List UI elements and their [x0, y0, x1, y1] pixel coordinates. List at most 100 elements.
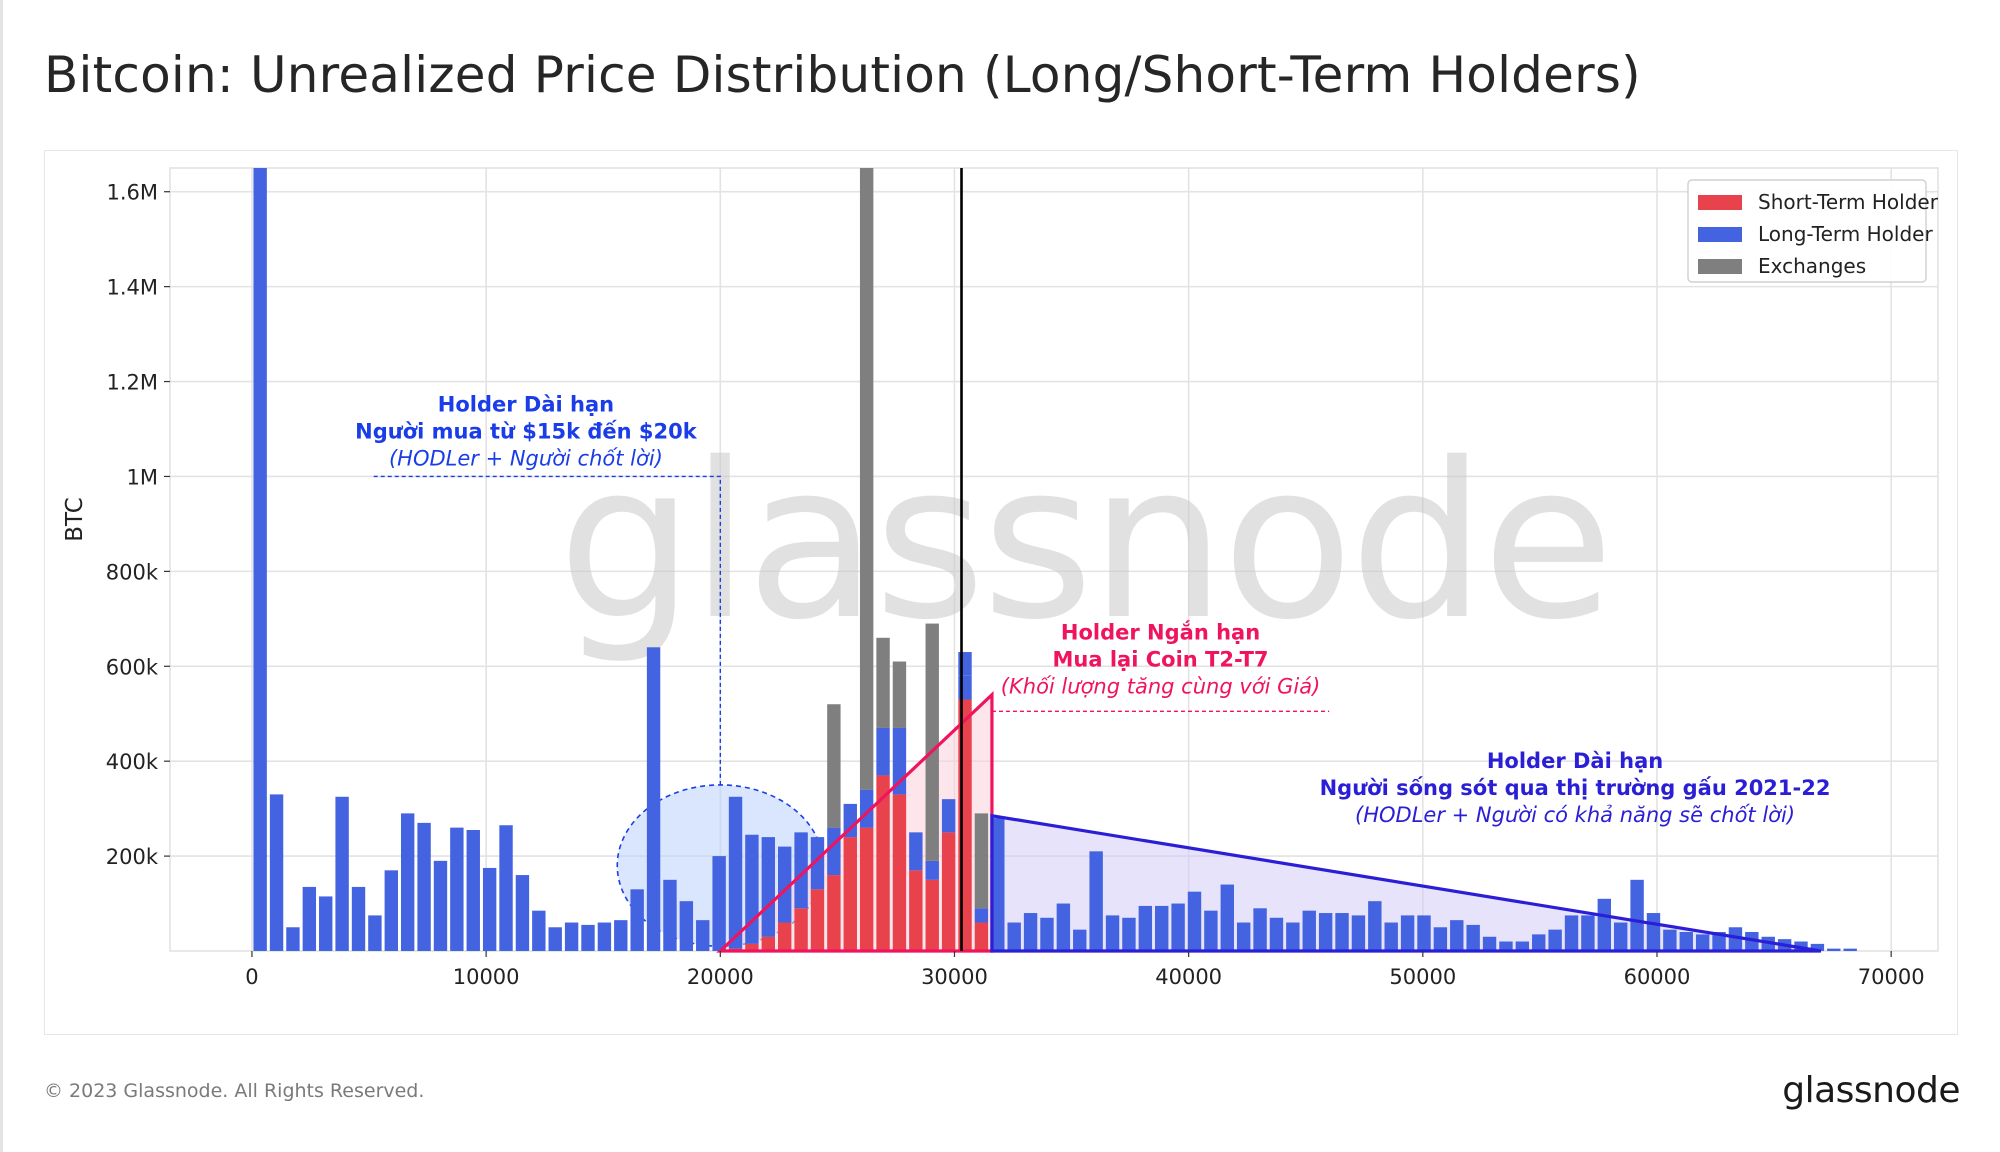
unrealized-price-chart: glassnode 200k 400k 600k 800k 1M 1.2M 1.4M 1.6M 0…: [62, 167, 1939, 989]
bar-long-term-holder: [466, 829, 480, 951]
y-tick-label: 1M: [127, 465, 158, 489]
bar-long-term-holder: [679, 901, 694, 951]
bar-long-term-holder: [876, 727, 890, 776]
bar-long-term-holder: [843, 803, 857, 838]
bar-long-term-holder: [1269, 917, 1284, 951]
legend-label: Long-Term Holder: [1758, 222, 1933, 246]
x-tick-label: 70000: [1858, 965, 1925, 989]
legend-swatch-short-term-holder: [1698, 195, 1742, 210]
annotation-sth-line: Holder Ngắn hạn: [1061, 619, 1260, 644]
y-tick-label: 800k: [106, 560, 159, 584]
annotation-lth-left-line: (HODLer + Người chốt lời): [389, 446, 663, 470]
bar-long-term-holder: [351, 886, 366, 951]
bar-long-term-holder: [384, 870, 398, 951]
bar-long-term-holder: [614, 920, 628, 951]
bar-long-term-holder: [827, 827, 841, 876]
watermark-text: glassnode: [558, 416, 1611, 667]
x-tick-label: 40000: [1155, 965, 1222, 989]
bar-exchanges: [974, 813, 989, 909]
bar-short-term-holder: [827, 875, 841, 951]
legend-label: Exchanges: [1758, 254, 1866, 278]
bar-long-term-holder: [728, 796, 743, 949]
bar-long-term-holder: [1515, 941, 1530, 951]
y-tick-label: 1.2M: [106, 371, 158, 395]
bar-long-term-holder: [794, 832, 808, 909]
bar-long-term-holder: [1351, 915, 1366, 951]
annotation-lth-left-line: Người mua từ $15k đến $20k: [355, 419, 698, 443]
bar-long-term-holder: [368, 915, 382, 951]
bar-long-term-holder: [1056, 903, 1071, 951]
bar-exchanges: [859, 168, 874, 790]
annotation-lth-right-line: Người sống sót qua thị trường gấu 2021-2…: [1320, 776, 1831, 800]
bar-exchanges: [876, 637, 890, 728]
bar-short-term-holder: [925, 879, 939, 951]
bar-long-term-holder: [548, 927, 562, 951]
lth-right-triangle-outline: [990, 813, 1822, 953]
bar-long-term-holder: [1581, 915, 1595, 951]
bar-short-term-holder: [810, 889, 825, 951]
left-edge-rule: [0, 0, 3, 1152]
bar-long-term-holder: [1679, 932, 1693, 951]
x-tick-label: 0: [245, 965, 258, 989]
y-tick-label: 600k: [106, 655, 159, 679]
bar-long-term-holder: [1663, 929, 1677, 951]
bar-long-term-holder: [1302, 910, 1316, 951]
brand-logo[interactable]: glassnode: [1782, 1070, 1960, 1111]
x-tick-label: 50000: [1389, 965, 1456, 989]
y-tick-label: 200k: [106, 845, 159, 869]
legend-swatch-exchanges: [1698, 259, 1742, 274]
bar-long-term-holder: [1335, 913, 1349, 951]
bar-long-term-holder: [400, 813, 415, 951]
y-axis-label: BTC: [62, 497, 88, 542]
bar-exchanges: [925, 623, 939, 861]
bar-long-term-holder: [450, 827, 464, 951]
bar-long-term-holder: [1466, 924, 1480, 951]
x-tick-label: 20000: [687, 965, 754, 989]
bar-short-term-holder: [778, 922, 792, 951]
x-tick-label: 60000: [1624, 965, 1691, 989]
bar-long-term-holder: [1187, 891, 1202, 951]
bar-long-term-holder: [1105, 915, 1120, 951]
bar-long-term-holder: [1122, 917, 1136, 951]
bar-long-term-holder: [1630, 879, 1644, 951]
bar-long-term-holder: [417, 822, 431, 951]
bar-short-term-holder: [974, 922, 989, 951]
bar-long-term-holder: [433, 860, 448, 951]
bar-long-term-holder: [925, 860, 939, 880]
bar-long-term-holder: [1695, 934, 1710, 951]
bar-long-term-holder: [1286, 922, 1300, 951]
x-tick-label: 10000: [453, 965, 520, 989]
annotation-lth-left-line: Holder Dài hạn: [438, 392, 614, 416]
annotation-lth-right-line: (HODLer + Người có khả năng sẽ chốt lời): [1355, 803, 1795, 827]
bar-long-term-holder: [630, 889, 644, 951]
bar-long-term-holder: [712, 856, 726, 951]
bar-long-term-holder: [269, 794, 284, 951]
bar-long-term-holder: [1073, 929, 1087, 951]
bar-long-term-holder: [597, 922, 612, 951]
bar-long-term-holder: [1548, 929, 1562, 951]
bar-long-term-holder: [286, 927, 300, 951]
legend: Short-Term Holder Long-Term Holder Exchang…: [1687, 179, 1939, 283]
bar-long-term-holder: [581, 924, 595, 951]
legend-box: [1687, 179, 1927, 283]
bar-long-term-holder: [1417, 915, 1431, 951]
bar-long-term-holder: [1318, 913, 1333, 951]
bar-long-term-holder: [1171, 903, 1185, 951]
bar-long-term-holder: [499, 825, 513, 951]
bar-long-term-holder: [646, 647, 661, 951]
bar-long-term-holder: [696, 920, 710, 951]
x-tick-label: 30000: [921, 965, 988, 989]
y-tick-label: 1.6M: [106, 181, 158, 205]
bar-long-term-holder: [1843, 948, 1857, 951]
bar-long-term-holder: [1827, 948, 1841, 951]
bar-long-term-holder: [1499, 941, 1513, 951]
legend-swatch-long-term-holder: [1698, 227, 1742, 242]
bar-long-term-holder: [253, 168, 267, 951]
bar-long-term-holder: [1597, 898, 1612, 951]
bar-long-term-holder: [974, 908, 989, 923]
copyright-text: © 2023 Glassnode. All Rights Reserved.: [44, 1080, 425, 1102]
bar-short-term-holder: [761, 936, 776, 951]
bar-long-term-holder: [1433, 927, 1448, 951]
bar-long-term-holder: [564, 922, 579, 951]
bar-long-term-holder: [302, 886, 317, 951]
